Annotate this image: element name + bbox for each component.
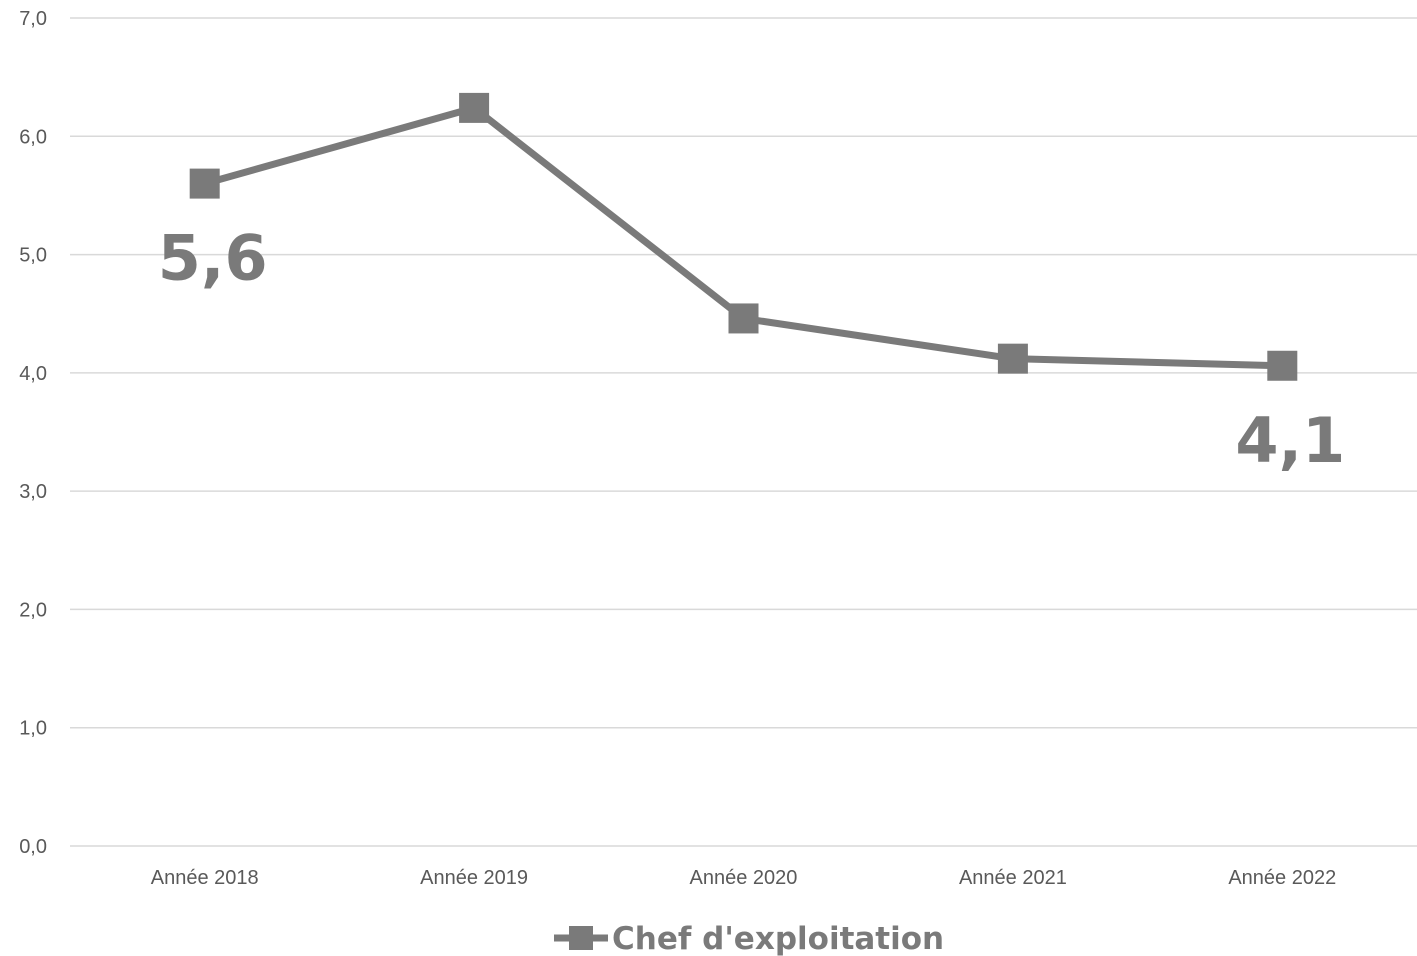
x-axis-tick-labels: Année 2018 Année 2019 Année 2020 Année 2021… xyxy=(151,867,1336,889)
legend-label: Chef d'exploitation xyxy=(612,921,944,956)
data-label: 4,1 xyxy=(1235,404,1345,477)
y-tick-label: 3,0 xyxy=(19,481,47,503)
data-labels: 5,6 4,1 xyxy=(158,222,1345,477)
data-point-marker xyxy=(997,343,1028,374)
series-layer xyxy=(189,92,1298,381)
legend-square-marker xyxy=(569,926,593,950)
data-point-marker xyxy=(189,168,220,199)
y-tick-label: 0,0 xyxy=(19,836,47,858)
y-tick-label: 7,0 xyxy=(19,8,47,30)
data-point-marker xyxy=(1267,350,1298,381)
data-point-marker xyxy=(459,92,490,123)
x-tick-label: Année 2020 xyxy=(690,867,798,889)
x-tick-label: Année 2022 xyxy=(1228,867,1336,889)
y-tick-label: 6,0 xyxy=(19,126,47,148)
y-tick-label: 2,0 xyxy=(19,599,47,621)
x-tick-label: Année 2018 xyxy=(151,867,259,889)
x-tick-label: Année 2019 xyxy=(420,867,528,889)
data-label: 5,6 xyxy=(158,222,268,295)
y-axis-tick-labels: 0,0 1,0 2,0 3,0 4,0 5,0 6,0 7,0 xyxy=(19,8,47,858)
y-tick-label: 1,0 xyxy=(19,718,47,740)
data-point-marker xyxy=(728,303,759,334)
legend: Chef d'exploitation xyxy=(554,921,944,956)
x-tick-label: Année 2021 xyxy=(959,867,1067,889)
y-tick-label: 5,0 xyxy=(19,245,47,267)
gridlines xyxy=(70,17,1417,847)
y-tick-label: 4,0 xyxy=(19,363,47,385)
